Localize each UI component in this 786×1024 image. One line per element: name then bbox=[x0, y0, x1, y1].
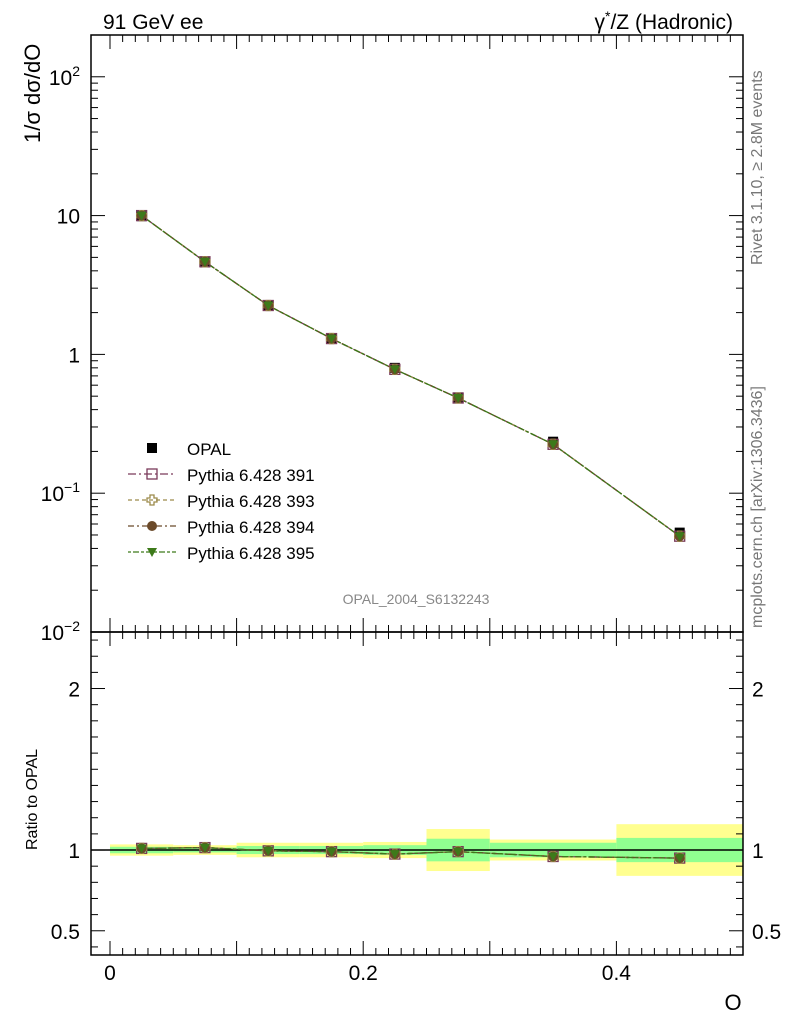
main-point-p395 bbox=[548, 440, 559, 450]
ratio-y-label: Ratio to OPAL bbox=[24, 749, 41, 850]
main-point-p395 bbox=[389, 365, 400, 375]
x-tick-label: 0.2 bbox=[349, 962, 378, 985]
main-line-4 bbox=[141, 215, 681, 537]
main-y-tick-label: 10−1 bbox=[41, 479, 81, 506]
ratio-point-p395 bbox=[263, 846, 274, 856]
ratio-line-3 bbox=[141, 846, 680, 859]
main-y-tick-label: 1 bbox=[68, 344, 80, 367]
legend-marker bbox=[146, 494, 158, 506]
legend-label: Pythia 6.428 393 bbox=[187, 492, 315, 511]
ratio-y-tick-label: 2 bbox=[68, 679, 80, 702]
legend-label: OPAL bbox=[187, 440, 231, 459]
main-point-p395 bbox=[453, 394, 464, 404]
ratio-uncertainty-bands bbox=[91, 824, 743, 876]
analysis-label: OPAL_2004_S6132243 bbox=[343, 591, 490, 607]
header-left: 91 GeV ee bbox=[103, 11, 203, 34]
ratio-point-p395 bbox=[199, 843, 210, 853]
main-y-tick-label: 10−2 bbox=[41, 618, 81, 645]
ratio-point-p395 bbox=[136, 844, 147, 854]
ratio-point-p395 bbox=[389, 850, 400, 860]
header-right: γ*/Z (Hadronic) bbox=[595, 8, 733, 34]
x-tick-label: 0.4 bbox=[602, 962, 632, 985]
ratio-y-tick-label: 1 bbox=[68, 840, 80, 863]
legend-marker bbox=[147, 521, 157, 531]
legend-marker bbox=[147, 548, 157, 557]
main-point-p395 bbox=[263, 301, 274, 311]
ratio-y-tick-label-right: 0.5 bbox=[752, 921, 781, 944]
main-point-p395 bbox=[199, 257, 210, 267]
legend-marker bbox=[146, 468, 158, 480]
main-y-label: 1/σ dσ/dO bbox=[20, 44, 45, 143]
legend: OPAL Pythia 6.428 391 Pythia 6.428 393 Pyth… bbox=[128, 440, 315, 563]
ratio-y-tick-label-right: 1 bbox=[752, 840, 764, 863]
ratio-point-p395 bbox=[326, 847, 337, 857]
x-axis-label: O bbox=[724, 990, 741, 1015]
ratio-point-p395 bbox=[453, 847, 464, 857]
main-y-tick-label: 102 bbox=[49, 63, 80, 90]
ratio-point-p395 bbox=[548, 852, 559, 862]
ratio-y-tick-label-right: 2 bbox=[752, 679, 764, 702]
mcplots-label: mcplots.cern.ch [arXiv:1306.3436] bbox=[749, 386, 766, 628]
ratio-frame bbox=[90, 631, 744, 956]
legend-label: Pythia 6.428 395 bbox=[187, 544, 315, 563]
ratio-point-p395 bbox=[674, 854, 685, 864]
legend-label: Pythia 6.428 394 bbox=[187, 518, 315, 537]
main-frame bbox=[90, 34, 744, 633]
series-markers bbox=[135, 209, 686, 864]
main-point-p395 bbox=[674, 532, 685, 542]
rivet-label: Rivet 3.1.10, ≥ 2.8M events bbox=[749, 70, 766, 265]
x-tick-label: 0 bbox=[104, 962, 116, 985]
main-point-p395 bbox=[136, 211, 147, 221]
ratio-y-tick-label: 0.5 bbox=[51, 921, 80, 944]
legend-marker bbox=[147, 443, 157, 453]
main-point-p395 bbox=[326, 334, 337, 344]
main-y-tick-label: 10 bbox=[57, 206, 80, 229]
axis-labels: 10−2 10−1 1 10 102 0 0.2 0.4 0.5 0.5 1 1 2 2 bbox=[41, 63, 782, 985]
legend-label: Pythia 6.428 391 bbox=[187, 466, 315, 485]
series-lines bbox=[141, 215, 681, 859]
